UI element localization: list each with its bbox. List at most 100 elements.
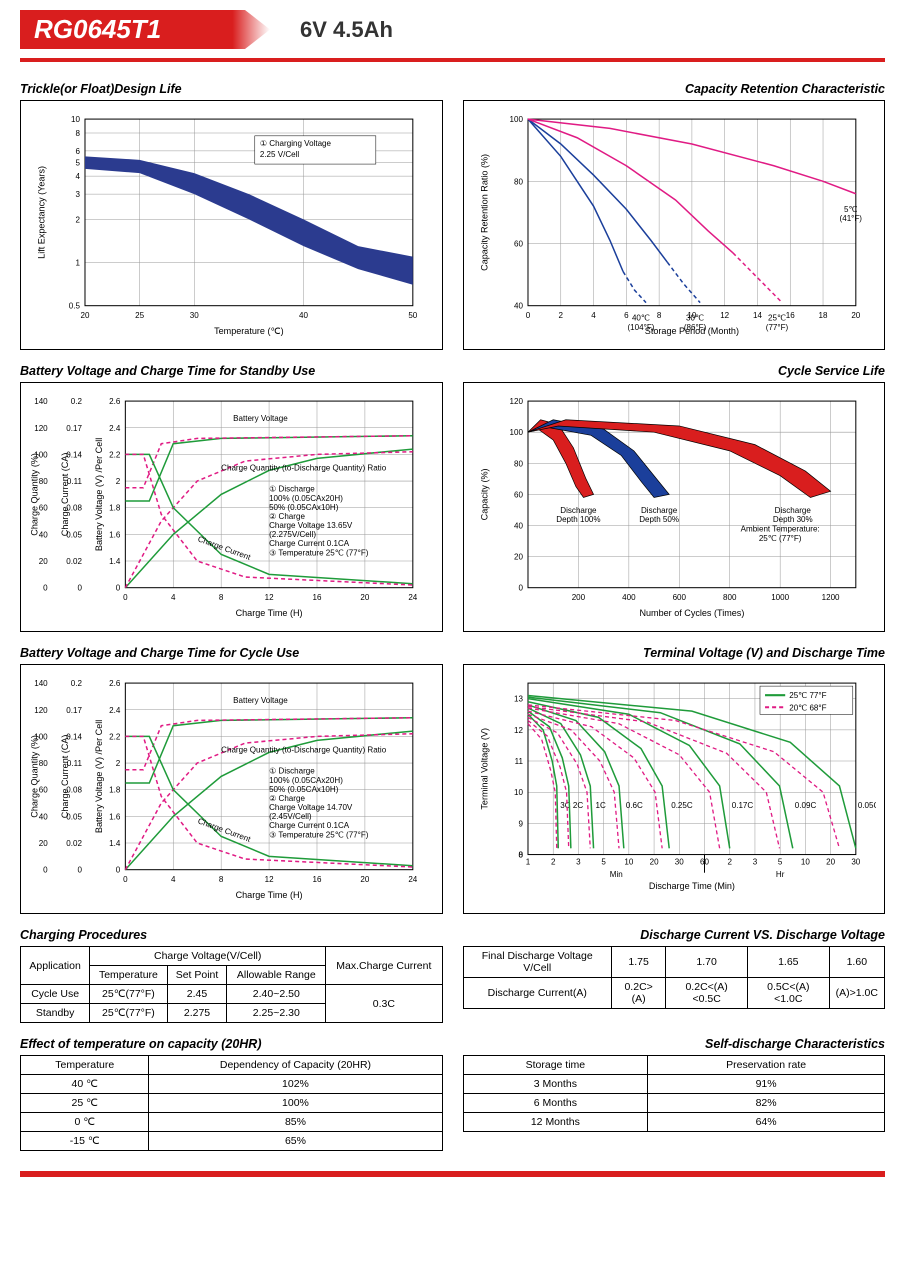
svg-text:Depth 30%: Depth 30% [772,515,812,524]
svg-text:10: 10 [624,858,633,867]
svg-text:② Charge: ② Charge [269,794,305,803]
svg-text:140: 140 [34,397,48,406]
svg-text:0.6C: 0.6C [625,801,642,810]
title-charging-proc: Charging Procedures [20,928,443,942]
title-discharge-v: Discharge Current VS. Discharge Voltage [463,928,886,942]
svg-text:Charge Quantity (to-Discharge: Charge Quantity (to-Discharge Quantity) … [221,463,387,472]
svg-text:Charge Current 0.1CA: Charge Current 0.1CA [269,539,350,548]
chart-trickle: 20253040500.5123456810Temperature (℃)Lif… [20,100,443,350]
svg-text:20: 20 [39,557,48,566]
svg-text:1: 1 [75,259,80,268]
svg-text:8: 8 [518,851,523,860]
svg-text:Depth 50%: Depth 50% [639,515,679,524]
title-selfdis: Self-discharge Characteristics [463,1037,886,1051]
svg-text:2: 2 [116,759,121,768]
chart-cyclelife: 20040060080010001200020406080100120Disch… [463,382,886,632]
svg-text:Storage Period (Month): Storage Period (Month) [644,326,738,336]
panel-charging-proc: Charging Procedures ApplicationCharge Vo… [20,928,443,1023]
svg-text:30: 30 [674,858,683,867]
svg-text:25℃: 25℃ [768,314,786,323]
title-cyclelife: Cycle Service Life [463,364,886,378]
chart-retention: 0246810121416182040608010040℃(104°F)30℃(… [463,100,886,350]
svg-text:20: 20 [851,311,860,320]
title-standby: Battery Voltage and Charge Time for Stan… [20,364,443,378]
svg-text:2.2: 2.2 [109,450,121,459]
svg-text:Temperature (℃): Temperature (℃) [214,326,284,336]
svg-text:Charge Current: Charge Current [197,816,253,844]
svg-text:24: 24 [408,875,417,884]
svg-text:8: 8 [219,593,224,602]
svg-text:2: 2 [75,215,80,224]
svg-text:30: 30 [851,858,860,867]
svg-text:5℃: 5℃ [844,205,858,214]
svg-text:60: 60 [513,240,522,249]
svg-text:(77°F): (77°F) [765,323,788,332]
svg-text:0: 0 [123,875,128,884]
svg-text:16: 16 [313,875,322,884]
title-cycleuse: Battery Voltage and Charge Time for Cycl… [20,646,443,660]
svg-text:3: 3 [75,190,80,199]
svg-text:Hr: Hr [775,870,784,879]
svg-text:100: 100 [509,428,523,437]
svg-text:① Charging Voltage: ① Charging Voltage [260,139,332,148]
svg-text:0: 0 [518,584,523,593]
svg-text:0.17: 0.17 [66,706,82,715]
svg-text:Charge Current 0.1CA: Charge Current 0.1CA [269,821,350,830]
svg-text:Min: Min [609,870,622,879]
svg-text:Charge Current (CA): Charge Current (CA) [60,453,70,537]
svg-text:0: 0 [77,584,82,593]
title-temp-effect: Effect of temperature on capacity (20HR) [20,1037,443,1051]
svg-text:Charge Current (CA): Charge Current (CA) [60,735,70,819]
svg-text:Charge Current: Charge Current [197,534,253,562]
title-retention: Capacity Retention Characteristic [463,82,886,96]
svg-text:80: 80 [513,459,522,468]
svg-text:600: 600 [672,593,686,602]
table-charging-proc: ApplicationCharge Voltage(V/Cell)Max.Cha… [20,946,443,1023]
svg-text:Discharge: Discharge [560,506,597,515]
svg-text:30: 30 [190,311,199,320]
svg-text:800: 800 [723,593,737,602]
svg-text:Depth 100%: Depth 100% [556,515,600,524]
svg-text:Discharge Time (Min): Discharge Time (Min) [648,881,734,891]
svg-text:8: 8 [75,129,80,138]
svg-text:400: 400 [622,593,636,602]
svg-text:25℃ 77°F: 25℃ 77°F [789,691,826,700]
svg-text:Capacity Retention Ratio (%): Capacity Retention Ratio (%) [479,154,489,271]
spec-text: 6V 4.5Ah [300,17,393,43]
svg-text:Ambient Temperature:: Ambient Temperature: [740,525,819,534]
svg-text:12: 12 [265,593,274,602]
svg-text:18: 18 [818,311,827,320]
svg-text:80: 80 [513,177,522,186]
svg-text:4: 4 [171,875,176,884]
svg-text:0: 0 [116,584,121,593]
panel-trickle: Trickle(or Float)Design Life 20253040500… [20,82,443,350]
svg-text:Charge Voltage 14.70V: Charge Voltage 14.70V [269,803,353,812]
svg-text:Number of Cycles (Times): Number of Cycles (Times) [639,608,744,618]
svg-text:Battery Voltage: Battery Voltage [233,414,288,423]
svg-text:10: 10 [513,788,522,797]
svg-text:100% (0.05CAx20H): 100% (0.05CAx20H) [269,776,343,785]
svg-text:20: 20 [360,875,369,884]
svg-text:20: 20 [360,593,369,602]
svg-text:0.02: 0.02 [66,557,82,566]
header-underline [20,58,885,62]
svg-text:2.4: 2.4 [109,706,121,715]
svg-text:24: 24 [408,593,417,602]
table-selfdis: Storage timePreservation rate3 Months91%… [463,1055,886,1132]
svg-text:Charge Quantity (%): Charge Quantity (%) [30,735,40,818]
svg-text:① Discharge: ① Discharge [269,485,315,494]
svg-text:4: 4 [75,172,80,181]
svg-text:2C: 2C [572,801,582,810]
svg-text:3: 3 [752,858,757,867]
svg-text:2: 2 [727,858,732,867]
svg-text:2: 2 [550,858,555,867]
table-temp-effect: TemperatureDependency of Capacity (20HR)… [20,1055,443,1151]
svg-text:40: 40 [299,311,308,320]
svg-text:Battery Voltage (V) /Per Cell: Battery Voltage (V) /Per Cell [94,438,104,551]
svg-text:Discharge: Discharge [641,506,678,515]
svg-text:40: 40 [39,812,48,821]
svg-text:40: 40 [513,302,522,311]
svg-text:0: 0 [525,311,530,320]
svg-text:100: 100 [509,115,523,124]
svg-text:0.5: 0.5 [69,302,81,311]
